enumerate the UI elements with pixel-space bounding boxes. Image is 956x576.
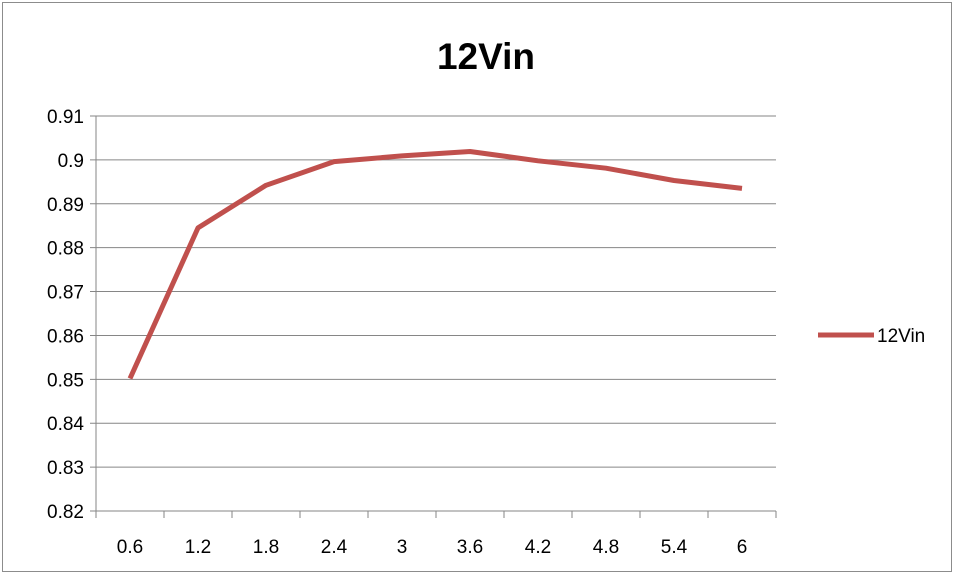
y-tick-label: 0.86 (47, 326, 84, 347)
y-tick-label: 0.83 (47, 458, 84, 479)
x-tick-label: 1.8 (253, 537, 279, 558)
x-tick-label: 4.8 (593, 537, 619, 558)
legend: 12Vin (818, 326, 925, 347)
x-tick-label: 6 (737, 537, 748, 558)
x-tick-label: 4.2 (525, 537, 551, 558)
y-tick-label: 0.9 (58, 151, 84, 172)
gridlines (90, 115, 776, 512)
y-tick-label: 0.89 (47, 195, 84, 216)
x-axis: 0.6 1.2 1.8 2.4 3 3.6 4.2 4.8 5.4 6 (95, 116, 777, 558)
legend-label: 12Vin (877, 326, 925, 347)
y-tick-label: 0.91 (47, 107, 84, 128)
x-tick-label: 3.6 (457, 537, 483, 558)
x-tick-label: 0.6 (117, 537, 143, 558)
x-tick-label: 5.4 (661, 537, 688, 558)
y-tick-label: 0.85 (47, 370, 84, 391)
y-tick-label: 0.84 (47, 414, 84, 435)
y-tick-label: 0.87 (47, 283, 84, 304)
y-tick-label: 0.88 (47, 239, 84, 260)
x-tick-label: 1.2 (185, 537, 211, 558)
y-tick-label: 0.82 (47, 502, 84, 523)
x-tick-label: 3 (397, 537, 408, 558)
series-line (127, 149, 743, 380)
chart-title: 12Vin (437, 36, 535, 77)
x-tick-label: 2.4 (321, 537, 348, 558)
series-layer (127, 149, 743, 380)
y-axis-ticks: 0.91 0.9 0.89 0.88 0.87 0.86 0.85 0.84 0.83 0.82 (47, 107, 84, 523)
